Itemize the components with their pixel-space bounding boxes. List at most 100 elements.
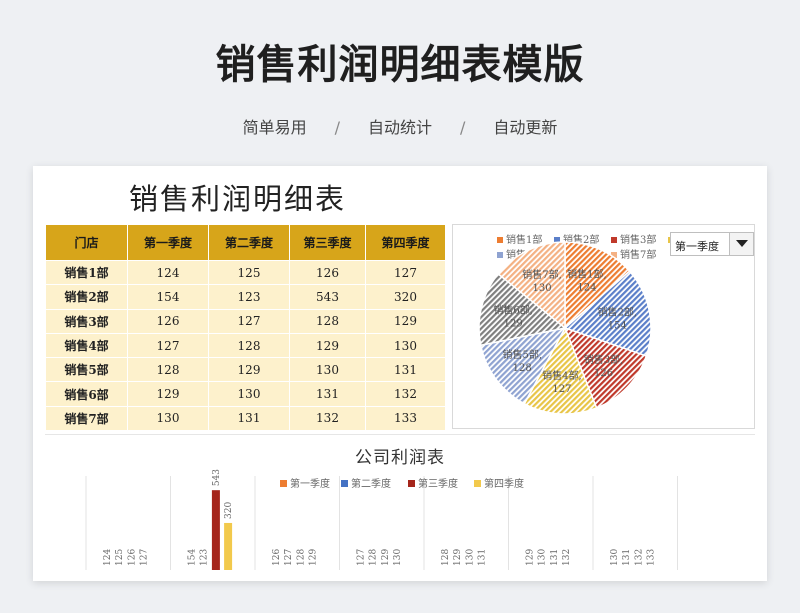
bar-data-label: 126: [127, 549, 137, 566]
value-cell-q3[interactable]: 129: [289, 332, 366, 359]
bar-data-label: 126: [272, 549, 282, 566]
bar-data-label: 129: [309, 549, 319, 566]
value-cell-q1[interactable]: 127: [127, 332, 209, 359]
col-header-q2[interactable]: 第二季度: [208, 224, 290, 261]
value-cell-q2[interactable]: 123: [208, 284, 290, 310]
bar-chart-title: 公司利润表: [355, 448, 445, 468]
table-header-row: 门店 第一季度 第二季度 第三季度 第四季度: [45, 224, 446, 261]
pie-data-label: 127: [552, 384, 571, 395]
store-name-cell[interactable]: 销售1部: [45, 259, 128, 286]
col-header-q1[interactable]: 第一季度: [127, 224, 209, 261]
value-cell-q3[interactable]: 126: [289, 259, 366, 286]
pie-data-label: 销售1部,: [567, 267, 607, 280]
table-row: 销售5部 128 129 130 131: [45, 357, 446, 383]
value-cell-q2[interactable]: 128: [208, 332, 290, 359]
value-cell-q4[interactable]: 127: [365, 259, 446, 286]
value-cell-q2[interactable]: 129: [208, 357, 290, 383]
value-cell-q4[interactable]: 129: [365, 308, 446, 334]
pie-chart-panel[interactable]: 销售1部销售2部销售3部销售4部销售5部销售6部销售7部销售1部,124销售2部…: [452, 224, 755, 429]
value-cell-q4[interactable]: 133: [365, 405, 446, 432]
pie-data-label: 124: [577, 282, 596, 293]
value-cell-q2[interactable]: 125: [208, 259, 290, 286]
store-name-cell[interactable]: 销售4部: [45, 332, 128, 359]
bar[interactable]: [224, 522, 233, 570]
value-cell-q1[interactable]: 126: [127, 308, 209, 334]
value-cell-q2[interactable]: 131: [208, 405, 290, 432]
bar-data-label: 127: [140, 549, 150, 566]
value-cell-q3[interactable]: 543: [289, 284, 366, 310]
bar-data-label: 132: [634, 549, 644, 566]
value-cell-q1[interactable]: 124: [127, 259, 209, 286]
pie-data-label: 销售3部,: [584, 353, 624, 366]
value-cell-q1[interactable]: 129: [127, 381, 209, 407]
bar-data-label: 133: [647, 549, 657, 566]
quarter-select[interactable]: 第一季度: [670, 232, 754, 256]
value-cell-q3[interactable]: 130: [289, 357, 366, 383]
legend-label: 第二季度: [351, 477, 391, 490]
bar-data-label: 125: [115, 549, 125, 566]
bar-data-label: 131: [622, 549, 632, 566]
col-header-q4[interactable]: 第四季度: [365, 224, 446, 261]
pie-data-label: 销售5部,: [502, 348, 542, 361]
quarter-select-value: 第一季度: [675, 240, 719, 253]
pie-slice[interactable]: [497, 241, 566, 330]
legend-label: 第三季度: [418, 477, 458, 490]
legend-swatch: [497, 237, 503, 243]
pie-slice[interactable]: [563, 326, 648, 409]
pie-slice[interactable]: [478, 272, 567, 347]
table-row: 销售1部 124 125 126 127: [45, 259, 446, 286]
value-cell-q4[interactable]: 132: [365, 381, 446, 407]
bar-data-label: 129: [526, 549, 536, 566]
table-row: 销售2部 154 123 543 320: [45, 284, 446, 310]
profit-table: 门店 第一季度 第二季度 第三季度 第四季度 销售1部 124 125 126 127 销…: [45, 224, 446, 432]
pie-data-label: 销售6部,: [493, 303, 533, 316]
legend-swatch: [554, 237, 560, 243]
pie-slice[interactable]: [564, 241, 631, 330]
pie-slice[interactable]: [479, 326, 567, 405]
bar-data-label: 127: [357, 549, 367, 566]
store-name-cell[interactable]: 销售7部: [45, 405, 128, 432]
legend-swatch: [280, 480, 287, 487]
value-cell-q3[interactable]: 131: [289, 381, 366, 407]
feature-auto-stat: 自动统计: [367, 118, 432, 137]
bar-data-label: 130: [393, 549, 403, 566]
store-name-cell[interactable]: 销售6部: [45, 381, 128, 407]
value-cell-q3[interactable]: 132: [289, 405, 366, 432]
bar-data-label: 123: [200, 549, 210, 566]
value-cell-q1[interactable]: 154: [127, 284, 209, 310]
dropdown-arrow[interactable]: [729, 233, 753, 255]
bar-data-label: 132: [562, 549, 572, 566]
bar-data-label: 130: [465, 549, 475, 566]
value-cell-q1[interactable]: 128: [127, 357, 209, 383]
value-cell-q2[interactable]: 127: [208, 308, 290, 334]
pie-data-label: 128: [513, 363, 532, 374]
bar-data-label: 320: [224, 502, 234, 519]
feature-auto-update: 自动更新: [493, 118, 558, 137]
spreadsheet-preview: 销售利润明细表 门店 第一季度 第二季度 第三季度 第四季度 销售1部 124 12…: [33, 166, 767, 581]
legend-label: 第一季度: [290, 477, 330, 490]
bar-data-label: 130: [610, 549, 620, 566]
pie-data-label: 130: [533, 283, 552, 294]
bar-data-label: 129: [453, 549, 463, 566]
table-row: 销售6部 129 130 131 132: [45, 381, 446, 407]
col-header-q3[interactable]: 第三季度: [289, 224, 366, 261]
store-name-cell[interactable]: 销售5部: [45, 357, 128, 383]
col-header-store[interactable]: 门店: [45, 224, 128, 261]
store-name-cell[interactable]: 销售3部: [45, 308, 128, 334]
value-cell-q3[interactable]: 128: [289, 308, 366, 334]
value-cell-q4[interactable]: 131: [365, 357, 446, 383]
value-cell-q1[interactable]: 130: [127, 405, 209, 432]
value-cell-q4[interactable]: 320: [365, 284, 446, 310]
bar[interactable]: [211, 490, 220, 570]
legend-label: 第四季度: [484, 477, 524, 490]
table-row: 销售4部 127 128 129 130: [45, 332, 446, 359]
store-name-cell[interactable]: 销售2部: [45, 284, 128, 310]
bar-data-label: 131: [550, 549, 560, 566]
value-cell-q4[interactable]: 130: [365, 332, 446, 359]
bar-data-label: 128: [369, 549, 379, 566]
pie-slice[interactable]: [523, 326, 598, 415]
legend-swatch: [611, 237, 617, 243]
feature-tagline: 简单易用 / 自动统计 / 自动更新: [0, 114, 800, 138]
value-cell-q2[interactable]: 130: [208, 381, 290, 407]
